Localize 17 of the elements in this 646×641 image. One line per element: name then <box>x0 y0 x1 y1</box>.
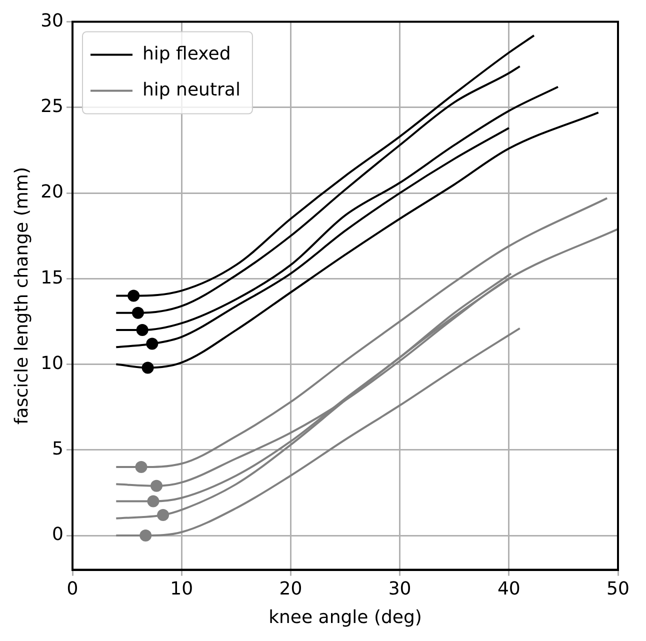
x-axis-title: knee angle (deg) <box>268 606 422 628</box>
x-tick-label: 30 <box>388 578 412 600</box>
y-tick-label: 15 <box>40 267 64 288</box>
y-tick-label: 10 <box>40 352 64 374</box>
y-tick-label: 25 <box>40 96 64 118</box>
legend-label: hip neutral <box>142 79 240 100</box>
x-tick-label: 0 <box>66 578 78 600</box>
y-tick-label: 5 <box>52 438 64 460</box>
y-axis-title: fascicle length change (mm) <box>11 167 32 425</box>
y-tick-label: 20 <box>40 182 64 203</box>
x-tick-label: 10 <box>170 578 194 600</box>
x-tick-label: 20 <box>279 578 302 600</box>
y-tick-label: 0 <box>52 524 64 546</box>
legend-label: hip flexed <box>142 43 231 64</box>
y-tick-label: 30 <box>40 10 64 32</box>
x-tick-label: 50 <box>606 578 630 600</box>
x-tick-label: 40 <box>497 578 520 600</box>
